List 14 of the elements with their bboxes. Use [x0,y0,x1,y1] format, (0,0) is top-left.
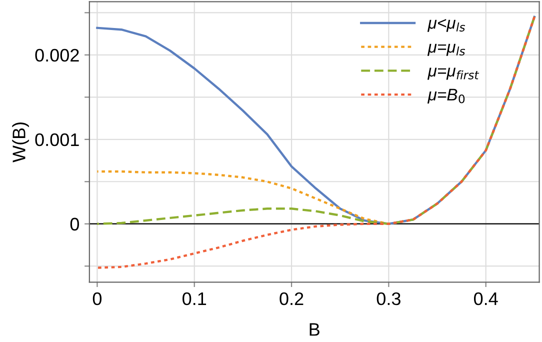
y-tick-label: 0.002 [35,48,79,62]
legend-label: μ=B$_{0}$ [427,88,465,104]
legend-label: μ=μ$_{first}$ [427,68,480,80]
x-axis-title: B [310,323,320,336]
y-axis-title: W(B) [12,122,29,162]
x-tick-label: 0 [92,292,102,306]
y-tick-label: 0 [70,218,79,231]
x-tick-label: 0.4 [474,292,498,306]
x-tick-label: 0.1 [182,292,206,306]
legend-label: μ=μ$_{ls}$ [427,44,466,56]
x-tick-label: 0.3 [376,292,400,306]
x-tick-label: 0.2 [280,292,304,306]
legend-label: μ<μ$_{ls}$ [427,18,466,32]
y-tick-label: 0.001 [35,133,79,146]
